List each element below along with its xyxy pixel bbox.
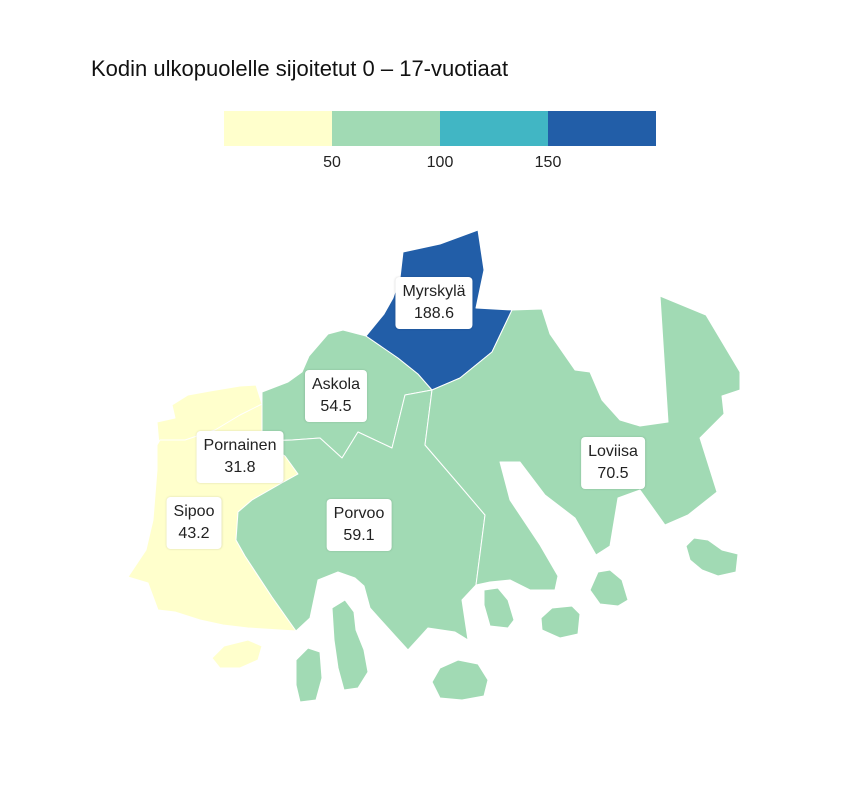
label-sipoo: Sipoo 43.2 [166, 497, 222, 549]
label-askola: Askola 54.5 [304, 370, 368, 422]
map-title: Kodin ulkopuolelle sijoitetut 0 – 17-vuo… [91, 56, 509, 81]
label-name: Myrskylä [402, 283, 466, 300]
label-pornainen: Pornainen 31.8 [196, 431, 284, 483]
label-name: Askola [311, 376, 361, 393]
legend-bin-2 [332, 111, 440, 146]
legend-tick-150: 150 [534, 154, 562, 171]
island-loviisa-2 [589, 569, 629, 607]
island-loviisa-3 [685, 537, 739, 577]
color-legend [224, 111, 656, 146]
label-value: 43.2 [178, 525, 210, 542]
label-value: 188.6 [413, 305, 455, 322]
label-myrskyla: Myrskylä 188.6 [395, 277, 473, 329]
label-porvoo: Porvoo 59.1 [326, 499, 392, 551]
island-porvoo-2 [331, 599, 369, 691]
legend-bin-4 [548, 111, 656, 146]
legend-tick-100: 100 [426, 154, 454, 171]
label-loviisa: Loviisa 70.5 [581, 437, 645, 489]
label-name: Loviisa [588, 443, 638, 460]
island-porvoo-3 [431, 659, 489, 701]
island-sipoo [211, 639, 263, 669]
island-porvoo-1 [295, 647, 323, 703]
island-porvoo-4 [483, 587, 515, 629]
label-value: 31.8 [224, 459, 256, 476]
label-name: Pornainen [203, 437, 277, 454]
legend-tick-50: 50 [323, 154, 341, 171]
label-value: 59.1 [343, 527, 375, 544]
island-loviisa-1 [540, 605, 581, 639]
label-value: 70.5 [597, 465, 629, 482]
legend-bin-1 [224, 111, 332, 146]
label-name: Sipoo [173, 503, 215, 520]
label-name: Porvoo [333, 505, 385, 522]
legend-bin-3 [440, 111, 548, 146]
label-value: 54.5 [320, 398, 352, 415]
